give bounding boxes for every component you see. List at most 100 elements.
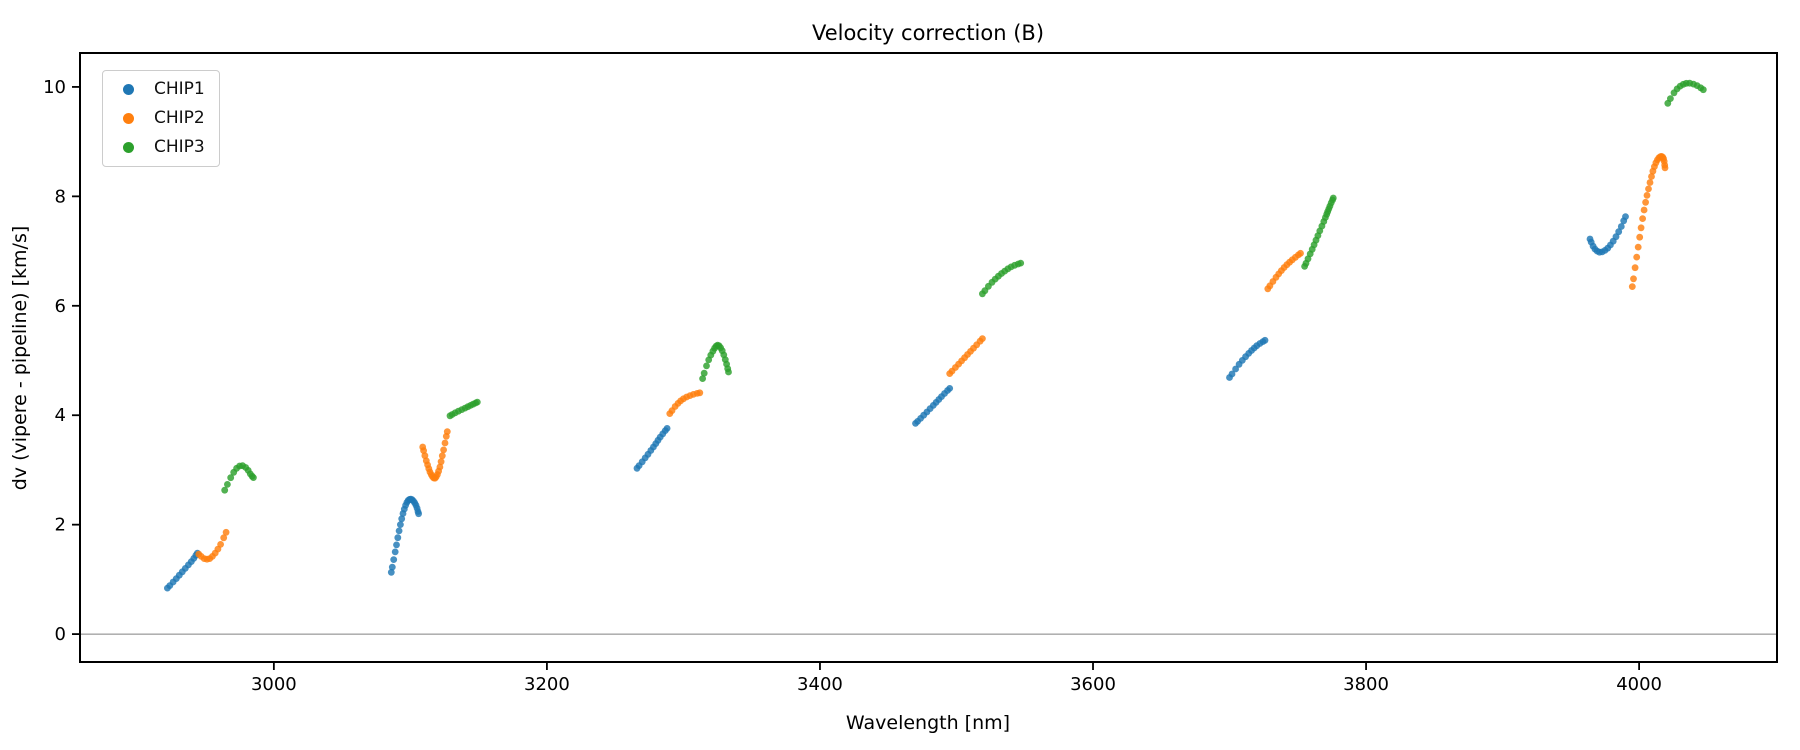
data-point [1646, 179, 1654, 186]
data-point [441, 439, 449, 447]
series-CHIP3-segment-4 [979, 259, 1025, 298]
series-CHIP2-segment-2 [419, 428, 451, 482]
series-CHIP1-segment-4 [912, 385, 954, 427]
y-tick-label: 10 [43, 77, 66, 98]
legend-label: CHIP3 [154, 137, 205, 157]
y-tick-label: 8 [55, 186, 66, 207]
series-CHIP1-segment-3 [633, 425, 671, 472]
data-point [415, 510, 422, 518]
x-tick-label: 3000 [251, 674, 297, 695]
data-point [443, 428, 451, 435]
series-CHIP2-segment-4 [946, 335, 986, 377]
data-point [390, 556, 398, 563]
y-tick-label: 2 [55, 515, 66, 536]
legend-marker-icon [123, 112, 134, 124]
data-point [391, 548, 399, 556]
data-point [473, 398, 481, 406]
data-point [1631, 264, 1639, 272]
series-CHIP1-segment-1 [164, 549, 201, 592]
data-point [1636, 233, 1644, 241]
data-point [221, 486, 229, 494]
x-tick-label: 3600 [1070, 674, 1116, 695]
data-point [393, 541, 400, 549]
data-point [1261, 336, 1269, 344]
data-point [979, 335, 986, 342]
data-point [1329, 194, 1337, 202]
data-point [395, 527, 403, 535]
data-point [1639, 215, 1646, 223]
data-point [436, 463, 444, 471]
legend-marker-icon [123, 141, 134, 153]
data-point [1667, 95, 1674, 102]
data-point [420, 447, 427, 454]
data-point [1645, 185, 1652, 193]
data-point [217, 541, 225, 548]
data-point [700, 369, 708, 377]
data-point [227, 474, 235, 482]
series-CHIP3-segment-6 [1664, 79, 1707, 107]
y-axis-label: dv (vipere - pipeline) [km/s] [9, 226, 31, 491]
data-point [1622, 213, 1629, 221]
series-CHIP2 [195, 153, 1669, 563]
legend-item-CHIP1: CHIP1 [113, 78, 205, 100]
plot-border [79, 52, 1778, 663]
data-point [725, 368, 732, 376]
chart-title: Velocity correction (B) [812, 21, 1044, 45]
data-point [1612, 233, 1620, 241]
data-point [224, 481, 231, 488]
series-CHIP3 [221, 79, 1707, 494]
data-point [1642, 198, 1649, 206]
data-point [220, 534, 228, 542]
x-tick-label: 3200 [524, 674, 570, 695]
legend: CHIP1 CHIP2 CHIP3 [102, 70, 220, 167]
y-tick-label: 0 [55, 624, 66, 645]
data-point [394, 534, 402, 542]
legend-label: CHIP2 [154, 108, 205, 128]
data-point [388, 563, 396, 571]
legend-marker-icon [123, 83, 134, 95]
legend-item-CHIP2: CHIP2 [113, 107, 205, 129]
series-CHIP2-segment-3 [666, 389, 704, 417]
data-point [1699, 86, 1707, 94]
series-CHIP2-segment-5 [1264, 249, 1304, 293]
series-CHIP1-segment-2 [387, 495, 422, 576]
data-point [440, 446, 447, 454]
series-CHIP1-segment-6 [1586, 213, 1629, 256]
series-CHIP3-segment-3 [699, 341, 732, 382]
data-point [437, 458, 445, 466]
data-point [1228, 370, 1236, 378]
series-CHIP1 [164, 213, 1629, 592]
y-tick-label: 4 [55, 405, 66, 426]
data-point [1633, 253, 1641, 261]
series-CHIP3-segment-5 [1301, 194, 1337, 270]
data-point [1637, 224, 1645, 232]
data-point [1640, 206, 1648, 214]
data-point [1648, 173, 1655, 180]
data-point [397, 521, 404, 528]
data-point [663, 425, 671, 432]
plot-area: 3000 3200 3400 3600 3800 4000 0 2 4 6 8 10 [43, 52, 1778, 695]
data-point [1232, 365, 1239, 373]
data-point [1643, 192, 1651, 199]
legend-item-CHIP3: CHIP3 [113, 136, 205, 158]
legend-label: CHIP1 [154, 79, 205, 99]
data-point [1628, 283, 1636, 290]
data-point [946, 385, 954, 392]
data-point [1297, 249, 1304, 257]
data-point [1634, 243, 1642, 251]
series-CHIP1-segment-5 [1226, 336, 1269, 381]
series-CHIP3-segment-1 [221, 462, 257, 494]
axis-ticks: 3000 3200 3400 3600 3800 4000 0 2 4 6 8 10 [43, 77, 1662, 695]
data-point [703, 362, 710, 370]
data-point [1617, 223, 1625, 230]
data-point [1615, 228, 1623, 236]
data-point [250, 474, 257, 481]
data-point [421, 452, 429, 460]
series-CHIP2-segment-1 [195, 528, 230, 563]
y-tick-label: 6 [55, 296, 66, 317]
data-point [398, 515, 406, 523]
series-CHIP3-segment-2 [446, 398, 481, 420]
x-axis-label: Wavelength [nm] [846, 712, 1010, 734]
